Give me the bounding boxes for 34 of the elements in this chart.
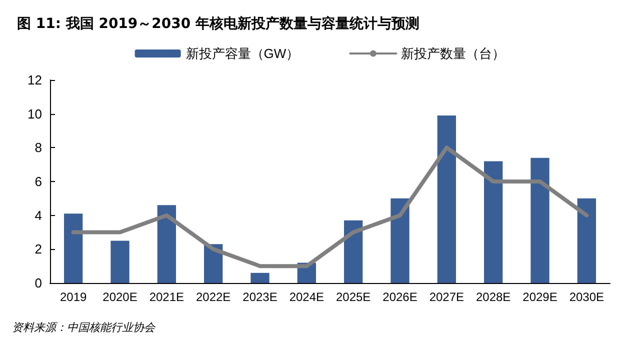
x-tick-label: 2023E	[242, 290, 278, 304]
y-tick-label: 10	[28, 106, 42, 122]
y-tick-label: 0	[34, 276, 42, 290]
chart-title: 图 11: 我国 2019～2030 年核电新投产数量与容量统计与预测	[17, 15, 420, 32]
x-tick-label: 2025E	[336, 290, 371, 304]
y-tick-label: 2	[34, 242, 42, 257]
y-tick-label: 12	[28, 72, 42, 88]
x-tick-label: 2024E	[289, 290, 324, 304]
bar	[437, 116, 456, 283]
x-tick-label: 2019	[60, 290, 88, 304]
line-series	[71, 146, 589, 268]
bar	[484, 161, 503, 283]
bar	[110, 240, 130, 283]
legend-label: 新投产数量（台）	[401, 46, 506, 61]
bar	[64, 214, 83, 283]
bar	[157, 205, 176, 283]
legend-label: 新投产容量（GW）	[186, 46, 300, 61]
x-tick-label: 2027E	[429, 290, 464, 304]
y-tick-label: 6	[34, 174, 42, 189]
text: 资料来源：中国核能行业协会	[12, 321, 156, 334]
bar	[390, 198, 410, 283]
x-tick-label: 2029E	[522, 290, 558, 304]
y-tick-label: 4	[34, 208, 42, 223]
x-tick-label: 2028E	[476, 290, 511, 304]
bar	[577, 198, 596, 283]
bar	[344, 220, 363, 283]
x-tick-label: 2022E	[196, 290, 231, 304]
bar	[250, 272, 270, 283]
x-tick-label: 2026E	[382, 290, 418, 304]
x-tick-label: 2021E	[149, 290, 184, 304]
bar	[530, 158, 550, 283]
x-tick-label: 2020E	[102, 290, 138, 304]
x-tick-label: 2030E	[569, 290, 604, 304]
y-tick-label: 8	[34, 140, 42, 156]
